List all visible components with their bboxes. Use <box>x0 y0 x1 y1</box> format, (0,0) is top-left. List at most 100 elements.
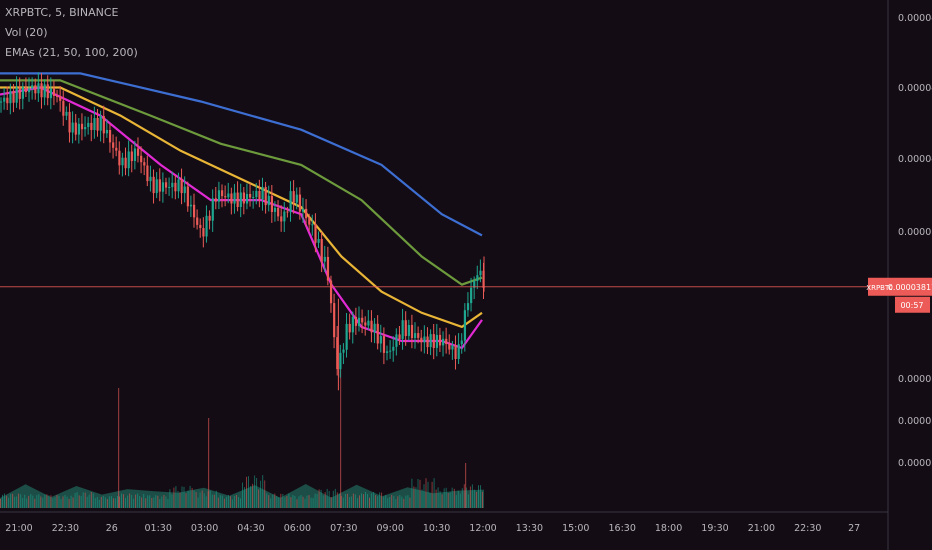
volume-bar <box>469 486 471 508</box>
volume-bar <box>308 495 310 508</box>
volume-bar <box>215 490 217 508</box>
volume-bar <box>314 493 316 508</box>
volume-bar <box>304 498 306 508</box>
volume-bar <box>68 498 70 508</box>
volume-bar <box>88 494 90 508</box>
candle-body <box>168 187 171 188</box>
candle-body <box>140 155 143 163</box>
volume-bar <box>369 497 370 508</box>
volume-bar <box>153 497 155 508</box>
volume-bar <box>231 499 233 508</box>
volume-bar <box>100 496 102 508</box>
candle-body <box>448 344 451 350</box>
candle-body <box>102 116 105 134</box>
volume-bar <box>20 494 22 508</box>
volume-bar <box>461 488 463 508</box>
candle-body <box>146 165 149 182</box>
volume-bar <box>76 492 78 508</box>
volume-bar <box>478 485 479 508</box>
candle-body <box>164 182 168 188</box>
candle-body <box>124 157 127 169</box>
candle-body <box>389 350 392 352</box>
volume-bar <box>203 493 205 508</box>
candle-body <box>214 198 217 202</box>
y-tick-label: 0.00003900 <box>898 227 932 238</box>
volume-bar <box>227 495 229 508</box>
candle-body <box>445 338 448 344</box>
volume-bar <box>437 487 439 508</box>
candle-body <box>130 151 133 162</box>
candle-body <box>252 197 255 198</box>
volume-bar <box>175 486 177 508</box>
x-tick-label: 06:00 <box>284 523 311 534</box>
volume-bar <box>282 494 284 508</box>
candle-body <box>373 323 376 333</box>
volume-bar <box>413 486 415 508</box>
volume-bar <box>455 495 457 508</box>
volume-bar <box>354 494 356 508</box>
volume-bar <box>82 492 84 508</box>
volume-bar <box>143 494 145 508</box>
x-tick-label: 22:30 <box>794 523 821 534</box>
candle-body <box>189 204 193 207</box>
candle-body <box>77 123 81 135</box>
volume-bar <box>125 498 126 508</box>
volume-bar <box>324 492 326 508</box>
volume-bar <box>447 493 449 508</box>
volume-bar <box>405 495 407 508</box>
candle-body <box>143 162 146 166</box>
volume-bar <box>96 496 98 508</box>
legend-volume[interactable]: Vol (20) <box>5 26 48 39</box>
candle-body <box>354 316 358 326</box>
volume-bar <box>445 487 447 508</box>
volume-bar <box>439 491 441 508</box>
candle-body <box>426 336 429 348</box>
candle-body <box>9 91 12 104</box>
legend-emas[interactable]: EMAs (21, 50, 100, 200) <box>5 46 138 59</box>
volume-bar <box>34 498 36 508</box>
volume-bar <box>242 482 243 508</box>
volume-bar <box>443 488 445 508</box>
volume-bar <box>375 495 377 508</box>
price-ticker-tag <box>868 277 892 296</box>
legend-symbol[interactable]: XRPBTC, 5, BINANCE <box>5 6 119 19</box>
volume-bar <box>159 499 161 508</box>
volume-bar <box>94 498 96 508</box>
volume-bar <box>322 495 324 508</box>
candle-body <box>21 86 24 99</box>
volume-bar <box>407 495 409 508</box>
candle-body <box>68 111 71 133</box>
volume-bar <box>108 496 110 508</box>
y-tick-label: 0.00004200 <box>898 13 932 24</box>
x-tick-label: 03:00 <box>191 523 218 534</box>
volume-bar <box>244 487 245 508</box>
candle-body <box>442 338 445 346</box>
volume-bar <box>385 495 387 508</box>
volume-bar <box>42 497 44 508</box>
candle-body <box>476 275 479 281</box>
volume-bar <box>2 494 3 508</box>
candle-body <box>245 194 249 204</box>
candle-body <box>52 88 56 96</box>
candle-body <box>183 186 186 194</box>
volume-bar <box>223 498 225 508</box>
volume-bar <box>399 495 401 508</box>
volume-bar <box>213 494 215 508</box>
volume-bar <box>195 492 197 508</box>
volume-bar <box>272 494 274 508</box>
candle-body <box>463 310 467 341</box>
volume-bar <box>123 494 124 508</box>
volume-bar <box>429 492 431 508</box>
candle-body <box>62 100 65 116</box>
volume-bar <box>110 496 112 508</box>
candle-body <box>34 85 37 94</box>
volume-bar <box>72 497 74 508</box>
volume-bar <box>252 483 254 508</box>
volume-bar <box>381 492 383 508</box>
x-tick-label: 16:30 <box>609 523 636 534</box>
candle-body <box>345 323 348 350</box>
candle-body <box>31 85 34 89</box>
volume-bar <box>342 497 344 508</box>
volume-bar <box>171 494 173 508</box>
